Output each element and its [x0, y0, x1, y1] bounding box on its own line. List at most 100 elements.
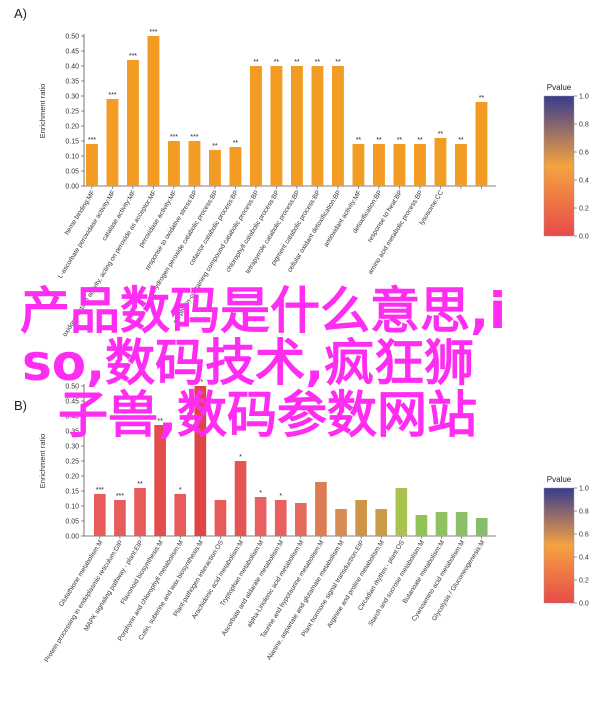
y-tick-label: 0.15	[65, 139, 79, 146]
y-tick-label: 0.50	[65, 34, 79, 41]
y-tick-label: 0.25	[65, 109, 79, 116]
colorbar	[543, 95, 575, 237]
bar	[455, 144, 467, 186]
bar	[291, 66, 303, 186]
panel-a-chart: A) Enrichment ratio 0.00 0.05 0.10 0.15 0.20 0.…	[14, 6, 589, 338]
y-tick-label: 0.15	[65, 489, 79, 496]
significance-label: ***	[170, 134, 178, 141]
significance-label: **	[294, 59, 300, 66]
bar	[174, 494, 187, 536]
bar	[295, 503, 307, 536]
bar	[311, 66, 324, 186]
colorbar-tick-label: 0.6	[579, 150, 589, 157]
bar	[415, 515, 428, 536]
colorbar-tick-label: 1.0	[579, 486, 589, 493]
bar	[434, 138, 447, 186]
x-tick-label: Protein processing in endoplasmic reticu…	[43, 539, 125, 664]
bar	[194, 386, 207, 536]
significance-label: *	[179, 487, 182, 494]
y-tick-label: 0.40	[65, 64, 79, 71]
bar	[435, 512, 448, 536]
y-tick-label: 0.35	[65, 429, 79, 436]
y-tick-label: 0.10	[65, 154, 79, 161]
y-tick-label: 0.00	[65, 534, 79, 541]
significance-label: **	[397, 137, 403, 144]
significance-label: *	[239, 454, 242, 461]
y-tick-label: 0.05	[65, 169, 79, 176]
significance-label: ***	[108, 92, 116, 99]
significance-label: *	[279, 493, 282, 500]
bar	[154, 425, 166, 536]
colorbar	[543, 487, 575, 604]
bar	[214, 500, 227, 536]
bar	[332, 66, 344, 186]
panel-label: A)	[14, 6, 27, 21]
significance-label: ***	[88, 137, 96, 144]
significance-label: ***	[190, 134, 198, 141]
y-axis-label: Enrichment ratio	[38, 84, 47, 139]
bar	[274, 500, 287, 536]
colorbar-tick-label: 0.2	[579, 206, 589, 213]
y-tick-label: 0.20	[65, 474, 79, 481]
y-tick-label: 0.45	[65, 49, 79, 56]
bar	[94, 494, 106, 536]
panel-label: B)	[14, 398, 27, 413]
significance-label: **	[376, 137, 382, 144]
colorbar-tick-label: 0.2	[579, 578, 589, 585]
bar	[147, 36, 160, 186]
bar	[455, 512, 468, 536]
bar	[355, 500, 367, 536]
y-tick-label: 0.45	[65, 399, 79, 406]
significance-label: **	[233, 140, 239, 147]
significance-label: **	[438, 131, 444, 138]
significance-label: **	[417, 137, 423, 144]
bar	[270, 66, 283, 186]
bar	[250, 66, 262, 186]
y-tick-label: 0.35	[65, 79, 79, 86]
significance-label: **	[274, 59, 280, 66]
bar	[395, 488, 408, 536]
colorbar-tick-label: 0.8	[579, 509, 589, 516]
significance-label: **	[479, 95, 485, 102]
significance-label: ***	[129, 53, 137, 60]
bar	[373, 144, 385, 186]
colorbar-tick-label: 1.0	[579, 94, 589, 101]
colorbar-title: Pvalue	[547, 475, 572, 484]
bar	[315, 482, 327, 536]
significance-label: **	[137, 481, 143, 488]
bar	[134, 488, 146, 536]
bar	[168, 141, 180, 186]
y-tick-label: 0.10	[65, 504, 79, 511]
significance-label: **	[198, 379, 204, 386]
significance-label: **	[253, 59, 259, 66]
colorbar-tick-label: 0.6	[579, 532, 589, 539]
bar	[393, 144, 406, 186]
bar	[475, 518, 488, 536]
colorbar-tick-label: 0.0	[579, 234, 589, 241]
significance-label: **	[356, 137, 362, 144]
x-tick-label: peroxidase activity:MF	[138, 189, 179, 248]
panel-b-chart: B) Enrichment ratio 0.00 0.05 0.10 0.15 0.20 0.…	[14, 379, 589, 664]
significance-label: **	[335, 59, 341, 66]
colorbar-title: Pvalue	[547, 83, 572, 92]
y-tick-label: 0.40	[65, 414, 79, 421]
x-tick-label: Alanine, aspartate and glutamate metabol…	[266, 539, 346, 661]
significance-label: **	[212, 143, 218, 150]
colorbar-tick-label: 0.0	[579, 601, 589, 608]
bar	[335, 509, 347, 536]
bar	[475, 102, 488, 186]
bar	[254, 497, 267, 536]
significance-label: **	[157, 418, 163, 425]
significance-label: *	[259, 490, 262, 497]
bar	[86, 144, 98, 186]
x-tick-label: antioxidant activity:MF	[323, 189, 364, 248]
significance-label: ***	[96, 487, 104, 494]
bar	[234, 461, 247, 536]
y-axis-label: Enrichment ratio	[38, 434, 47, 489]
y-tick-label: 0.30	[65, 94, 79, 101]
bar	[106, 99, 119, 186]
colorbar-tick-label: 0.4	[579, 178, 589, 185]
colorbar-tick-label: 0.8	[579, 122, 589, 129]
bar	[352, 144, 365, 186]
y-tick-label: 0.05	[65, 519, 79, 526]
